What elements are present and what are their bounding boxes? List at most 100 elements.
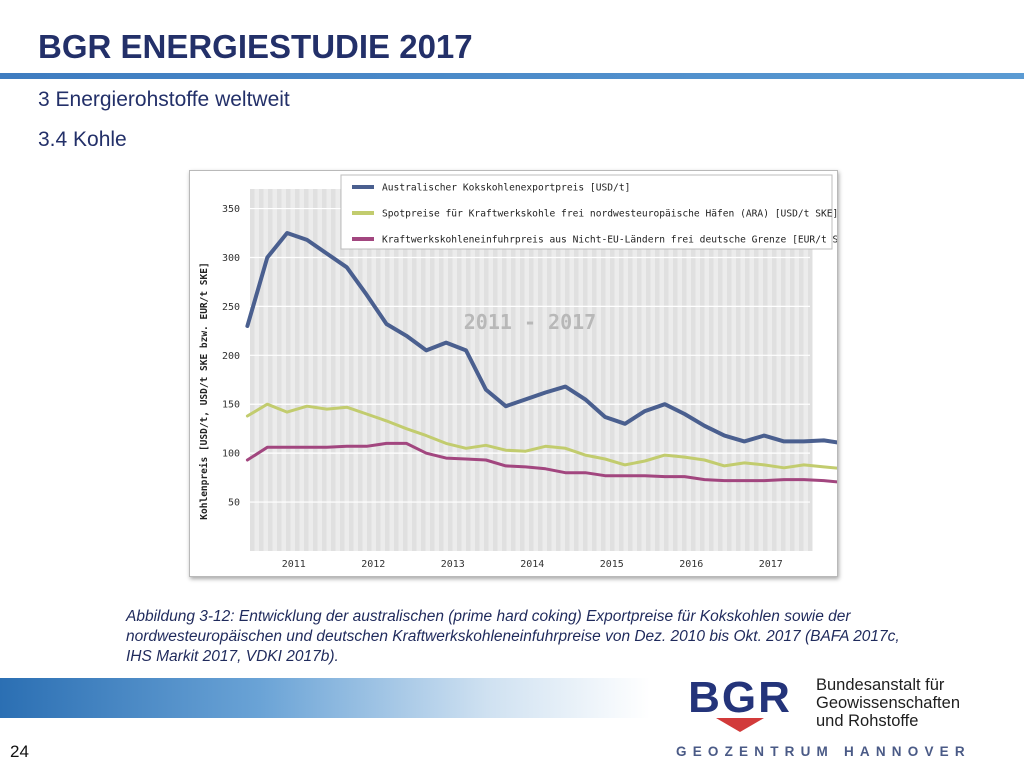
grid-stripe xyxy=(331,189,336,551)
x-tick-label: 2014 xyxy=(520,559,544,570)
grid-stripe xyxy=(250,189,255,551)
grid-stripe xyxy=(655,189,660,551)
grid-stripe xyxy=(664,189,669,551)
grid-stripe xyxy=(610,189,615,551)
y-tick-label: 150 xyxy=(222,400,240,411)
grid-stripe xyxy=(754,189,759,551)
grid-stripe xyxy=(547,189,552,551)
grid-stripe xyxy=(619,189,624,551)
grid-stripe xyxy=(394,189,399,551)
grid-stripe xyxy=(565,189,570,551)
footer-color-band xyxy=(0,678,650,718)
x-tick-label: 2015 xyxy=(600,559,624,570)
grid-stripe xyxy=(808,189,813,551)
x-tick-label: 2016 xyxy=(679,559,703,570)
y-tick-label: 50 xyxy=(228,498,240,509)
grid-stripe xyxy=(286,189,291,551)
grid-stripe xyxy=(322,189,327,551)
grid-stripe xyxy=(772,189,777,551)
grid-stripe xyxy=(682,189,687,551)
y-tick-label: 300 xyxy=(222,253,240,264)
grid-stripe xyxy=(268,189,273,551)
section-heading: 3 Energierohstoffe weltweit xyxy=(38,88,290,111)
page-number: 24 xyxy=(10,742,29,761)
grid-stripe xyxy=(358,189,363,551)
subsection-heading: 3.4 Kohle xyxy=(38,128,127,151)
grid-stripe xyxy=(403,189,408,551)
grid-stripe xyxy=(592,189,597,551)
grid-stripe xyxy=(520,189,525,551)
bgr-logo-text: BGR xyxy=(688,676,792,722)
grid-stripe xyxy=(385,189,390,551)
figure-caption: Abbildung 3-12: Entwicklung der australi… xyxy=(126,608,900,665)
grid-stripe xyxy=(448,189,453,551)
y-tick-label: 350 xyxy=(222,204,240,215)
grid-stripe xyxy=(502,189,507,551)
chart-frame: 2011 - 2017 50 100 150 200 250 300 350 2011 201… xyxy=(189,170,838,577)
slide-title: BGR ENERGIESTUDIE 2017 xyxy=(38,28,473,65)
title-divider xyxy=(0,73,1024,79)
grid-stripe xyxy=(529,189,534,551)
logo-red-triangle xyxy=(716,718,764,732)
grid-stripe xyxy=(628,189,633,551)
grid-stripe xyxy=(583,189,588,551)
grid-stripe xyxy=(340,189,345,551)
geozentrum-tagline: GEOZENTRUM HANNOVER xyxy=(676,744,971,759)
y-tick-label: 100 xyxy=(222,449,240,460)
organization-name: Bundesanstalt für Geowissenschaften und … xyxy=(816,676,960,730)
grid-stripe xyxy=(349,189,354,551)
grid-stripe xyxy=(718,189,723,551)
bgr-logo: BGR xyxy=(676,676,804,732)
grid-stripe xyxy=(304,189,309,551)
grid-stripe xyxy=(637,189,642,551)
grid-stripe xyxy=(763,189,768,551)
legend-label-1: Australischer Kokskohlenexportpreis [USD… xyxy=(382,183,630,194)
series-line-3 xyxy=(245,441,837,484)
y-tick-label: 250 xyxy=(222,302,240,313)
grid-stripe xyxy=(799,189,804,551)
x-tick-label: 2011 xyxy=(282,559,306,570)
series-line-1 xyxy=(245,231,837,445)
x-tick-label: 2013 xyxy=(441,559,465,570)
org-name-line1: Bundesanstalt für xyxy=(816,676,945,694)
coal-price-chart: 2011 - 2017 50 100 150 200 250 300 350 2011 201… xyxy=(199,174,837,570)
legend-label-3: Kraftwerkskohleneinfuhrpreis aus Nicht-E… xyxy=(382,235,837,246)
grid-stripe xyxy=(457,189,462,551)
grid-stripe xyxy=(781,189,786,551)
grid-stripe xyxy=(493,189,498,551)
y-axis-label: Kohlenpreis [USD/t, USD/t SKE bzw. EUR/t… xyxy=(199,262,210,519)
x-tick-label: 2017 xyxy=(759,559,783,570)
grid-stripe xyxy=(295,189,300,551)
grid-stripe xyxy=(412,189,417,551)
legend-label-2: Spotpreise für Kraftwerkskohle frei nord… xyxy=(382,209,837,220)
grid-stripe xyxy=(574,189,579,551)
grid-stripe xyxy=(691,189,696,551)
grid-stripe xyxy=(484,189,489,551)
grid-stripe xyxy=(709,189,714,551)
x-tick-label: 2012 xyxy=(361,559,385,570)
grid-stripe xyxy=(259,189,264,551)
grid-stripe xyxy=(421,189,426,551)
grid-stripe xyxy=(736,189,741,551)
grid-stripe xyxy=(745,189,750,551)
grid-stripe xyxy=(439,189,444,551)
grid-stripe xyxy=(511,189,516,551)
grid-stripe xyxy=(367,189,372,551)
grid-stripe xyxy=(790,189,795,551)
grid-stripe xyxy=(700,189,705,551)
grid-stripe xyxy=(727,189,732,551)
grid-stripe xyxy=(376,189,381,551)
grid-stripe xyxy=(466,189,471,551)
grid-stripe xyxy=(313,189,318,551)
y-tick-label: 200 xyxy=(222,351,240,362)
grid-stripe xyxy=(646,189,651,551)
org-name-line2: Geowissenschaften xyxy=(816,694,960,712)
org-name-line3: und Rohstoffe xyxy=(816,712,919,730)
grid-stripe xyxy=(430,189,435,551)
chart-watermark: 2011 - 2017 xyxy=(464,310,596,334)
grid-stripe xyxy=(277,189,282,551)
chart-legend: Australischer Kokskohlenexportpreis [USD… xyxy=(340,174,837,250)
grid-stripe xyxy=(556,189,561,551)
series-line-2 xyxy=(245,402,837,470)
grid-stripe xyxy=(601,189,606,551)
